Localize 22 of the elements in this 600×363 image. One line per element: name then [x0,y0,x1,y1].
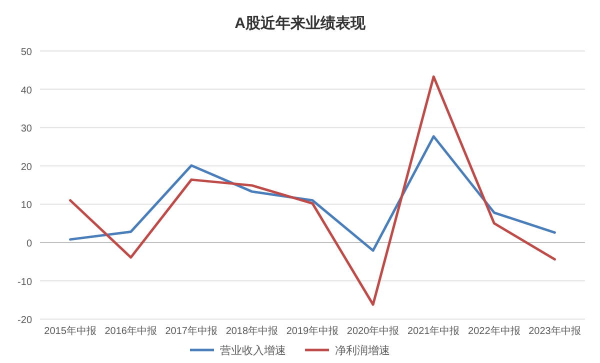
x-tick-label: 2022年中报 [468,325,520,338]
x-tick-label: 2015年中报 [44,325,96,338]
x-tick-label: 2018年中报 [226,325,278,338]
legend-label: 营业收入增速 [220,344,286,357]
x-tick-label: 2016年中报 [104,325,157,338]
y-tick-label: 10 [20,200,32,212]
y-tick-label: 0 [26,238,32,250]
y-tick-label: 30 [20,124,32,135]
y-tick-label: 50 [20,47,32,58]
y-tick-label: -20 [18,315,32,326]
chart-title: A股近年来业绩表现 [234,15,366,32]
y-tick-label: 40 [20,85,32,96]
x-tick-label: 2017年中报 [165,325,218,338]
y-tick-label: -10 [18,276,32,288]
legend-label: 净利润增速 [335,344,390,357]
x-tick-label: 2019年中报 [286,325,339,338]
line-series [69,135,556,252]
x-tick-label: 2020年中报 [346,325,400,338]
line-series [69,75,556,306]
x-tick-label: 2023年中报 [528,325,581,338]
y-tick-label: 20 [20,162,32,173]
x-tick-label: 2021年中报 [407,325,460,338]
